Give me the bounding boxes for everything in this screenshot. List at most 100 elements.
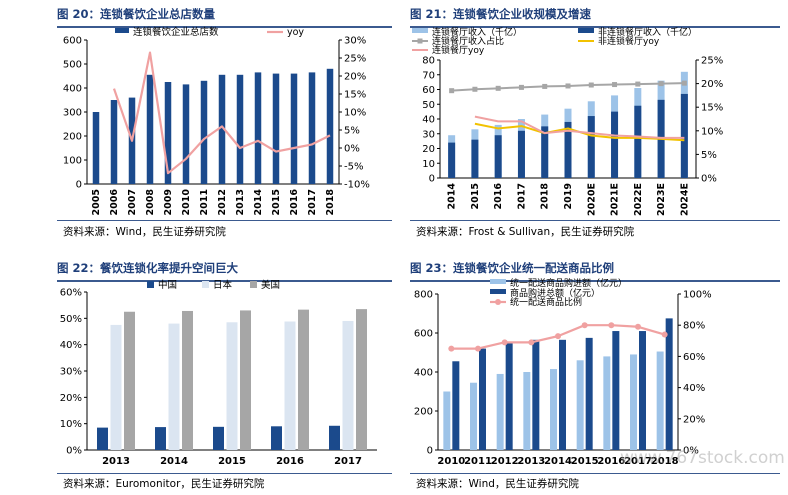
- bar-store-count: [182, 84, 190, 184]
- bar-unified-purchase: [550, 369, 557, 450]
- y2-tick-label: 10%: [701, 126, 723, 137]
- bar-total-purchase: [559, 339, 566, 450]
- y-tick-label: 0: [76, 180, 82, 191]
- bar-store-count: [272, 73, 280, 184]
- y2-tick-label: -10%: [344, 180, 370, 191]
- marker-chain-share: [518, 84, 524, 90]
- marker-chain-share: [472, 86, 478, 92]
- x-tick-label: 2014: [544, 456, 572, 467]
- marker-chain-share: [449, 88, 455, 94]
- bar-total-purchase: [612, 331, 620, 450]
- y2-tick-label: 10%: [344, 108, 366, 119]
- legend-label: 非连锁餐厅yoy: [598, 35, 660, 47]
- bar-china: [97, 427, 108, 450]
- bar-usa: [124, 311, 135, 450]
- y-tick-label: 30%: [60, 367, 82, 378]
- y-tick-label: 20: [422, 144, 435, 155]
- y-tick-label: 60: [422, 85, 435, 96]
- x-tick-label: 2013: [102, 456, 130, 467]
- bar-china: [155, 427, 166, 450]
- y2-tick-label: 0%: [683, 446, 699, 457]
- bar-china: [213, 426, 224, 450]
- marker-unified-ratio: [528, 339, 535, 346]
- bar-store-count: [326, 68, 334, 184]
- line-chain-yoy: [474, 115, 685, 139]
- legend-marker: [495, 299, 501, 305]
- x-tick-label: 2015: [218, 456, 246, 467]
- legend-swatch: [412, 28, 428, 33]
- bar-total-purchase: [585, 337, 593, 450]
- title-rule: [57, 280, 392, 282]
- legend-label: 连锁餐厅收入占比: [432, 35, 504, 47]
- y-tick-label: 200: [63, 132, 82, 143]
- bar-store-count: [110, 100, 118, 184]
- bar-total-purchase: [479, 348, 486, 450]
- x-tick-label: 2015: [571, 456, 599, 467]
- y-tick-label: 0: [429, 174, 435, 185]
- x-tick-label: 2013: [235, 189, 246, 215]
- x-tick-label: 2012: [217, 189, 228, 215]
- bar-total-purchase: [665, 318, 673, 450]
- x-tick-label: 2017: [307, 189, 318, 215]
- marker-unified-ratio: [501, 339, 508, 346]
- source-text: 资料来源：Frost & Sullivan，民生证券研究院: [416, 226, 635, 238]
- bar-total-purchase: [505, 342, 513, 450]
- marker-chain-share: [681, 80, 687, 86]
- bar-unified-purchase: [576, 360, 584, 450]
- panel-title: 图 22：餐饮连锁化率提升空间巨大: [57, 261, 239, 275]
- bar-japan: [342, 320, 354, 450]
- title-rule: [410, 26, 780, 28]
- bar-total-purchase: [452, 361, 460, 450]
- bar-unified-purchase: [470, 382, 477, 450]
- bar-japan: [110, 324, 122, 450]
- y2-tick-label: 60%: [683, 352, 705, 363]
- y-tick-label: 50%: [60, 314, 82, 325]
- x-tick-label: 2015: [470, 183, 481, 209]
- x-tick-label: 2017: [334, 456, 362, 467]
- x-tick-label: 2016: [276, 456, 304, 467]
- x-tick-label: 2015: [271, 189, 282, 215]
- source-text: 资料来源：Euromonitor，民生证券研究院: [63, 478, 265, 490]
- y2-tick-label: 15%: [701, 103, 723, 114]
- y2-tick-label: 5%: [344, 126, 360, 137]
- y2-tick-label: 0%: [701, 174, 717, 185]
- x-tick-label: 2018: [325, 189, 336, 216]
- bar-total-purchase: [639, 331, 646, 450]
- y-tick-label: 400: [63, 84, 82, 95]
- x-tick-label: 2018: [540, 183, 551, 210]
- y2-tick-label: 20%: [701, 79, 723, 90]
- y-tick-label: 30: [422, 129, 435, 140]
- legend-label: 日本: [213, 279, 233, 291]
- bar-store-count: [146, 74, 154, 184]
- y-tick-label: 400: [414, 368, 433, 379]
- x-tick-label: 2011: [464, 456, 492, 467]
- source-rule: [57, 473, 392, 474]
- bar-store-count: [290, 73, 298, 184]
- y2-tick-label: 40%: [683, 383, 705, 394]
- bar-store-count: [200, 80, 208, 184]
- legend-label: 统一配送商品购进额（亿元）: [510, 277, 627, 289]
- y-tick-label: 0: [427, 446, 433, 457]
- marker-unified-ratio: [608, 322, 615, 329]
- y2-tick-label: 80%: [683, 321, 705, 332]
- panel-store-count: 图 20：连锁餐饮企业总店数量 0 100 200 300 400 500 600 -10% -…: [57, 4, 397, 244]
- bar-unified-purchase: [656, 351, 664, 450]
- y-tick-label: 40: [422, 115, 435, 126]
- y2-tick-label: 0%: [344, 144, 360, 155]
- bar-store-count: [218, 74, 226, 184]
- panel-title: 图 20：连锁餐饮企业总店数量: [57, 7, 216, 21]
- y2-tick-label: 25%: [701, 56, 723, 67]
- bar-usa: [240, 310, 251, 450]
- legend-label: 统一配送商品比例: [510, 296, 582, 308]
- y-tick-label: 600: [63, 36, 82, 47]
- y-tick-label: 200: [414, 407, 433, 418]
- marker-chain-share: [588, 82, 594, 88]
- y2-tick-label: 5%: [701, 150, 717, 161]
- legend-label: 中国: [158, 279, 177, 291]
- y-tick-label: 80: [422, 56, 435, 67]
- x-tick-label: 2007: [127, 189, 138, 215]
- bar-japan: [226, 322, 238, 450]
- bar-nonchain-revenue: [494, 135, 502, 178]
- legend-swatch: [490, 289, 506, 294]
- x-tick-label: 2024E: [679, 183, 690, 216]
